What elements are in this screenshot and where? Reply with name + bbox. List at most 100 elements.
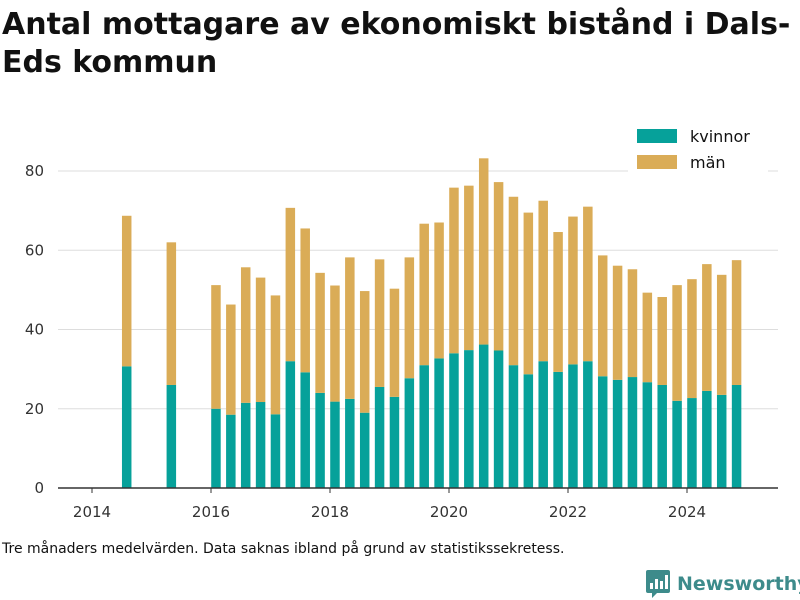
- bar-man: [255, 277, 266, 403]
- bar-man: [330, 285, 340, 402]
- bar-kvinnor: [568, 364, 578, 488]
- bar-kvinnor: [300, 372, 310, 488]
- bar-man: [419, 223, 429, 366]
- bar-man: [731, 260, 742, 385]
- bar-man: [166, 242, 177, 385]
- bar-kvinnor: [731, 384, 742, 488]
- bar-kvinnor: [211, 408, 221, 488]
- bar-man: [389, 288, 400, 397]
- bar-kvinnor: [240, 402, 251, 488]
- bar-man: [568, 216, 578, 365]
- bar-kvinnor: [345, 398, 355, 488]
- bar-kvinnor: [508, 365, 519, 488]
- bar-man: [538, 200, 548, 362]
- bar-man: [716, 274, 727, 395]
- bar-kvinnor: [553, 371, 563, 488]
- bar-kvinnor: [315, 392, 325, 488]
- bar-man: [211, 285, 221, 409]
- legend-swatch: [637, 129, 677, 143]
- bar-kvinnor: [627, 377, 638, 488]
- bar-man: [523, 212, 534, 375]
- x-tick-label: 2022: [549, 503, 587, 521]
- bar-man: [449, 187, 459, 354]
- bar-kvinnor: [687, 398, 697, 488]
- bar-kvinnor: [716, 394, 727, 488]
- bar-kvinnor: [612, 379, 623, 488]
- bar-man: [374, 259, 385, 387]
- bar-man: [508, 196, 519, 366]
- bar-kvinnor: [166, 384, 177, 488]
- bar-man: [226, 304, 236, 415]
- bar-man: [478, 158, 489, 345]
- legend-label: kvinnor: [690, 127, 750, 146]
- bar-kvinnor: [374, 386, 385, 488]
- bar-kvinnor: [642, 382, 653, 488]
- bar-kvinnor: [597, 376, 608, 488]
- bar-man: [493, 182, 504, 351]
- bar-man: [464, 185, 474, 351]
- bar-kvinnor: [404, 378, 415, 488]
- bar-kvinnor: [121, 366, 132, 488]
- y-tick-label: 0: [34, 479, 44, 497]
- bar-man: [121, 215, 132, 367]
- bar-kvinnor: [419, 365, 429, 488]
- chart-title: Antal mottagare av ekonomiskt bistånd i …: [2, 7, 791, 80]
- brand-logo: Newsworthy: [645, 568, 800, 600]
- bar-man: [672, 285, 682, 401]
- bar-kvinnor: [672, 400, 682, 488]
- bar-kvinnor: [449, 353, 459, 488]
- bar-kvinnor: [583, 361, 593, 488]
- bar-kvinnor: [270, 414, 281, 488]
- bar-man: [583, 206, 593, 362]
- bar-kvinnor: [538, 361, 548, 488]
- bar-man: [270, 295, 281, 415]
- legend-label: män: [690, 153, 726, 172]
- bar-man: [345, 257, 355, 399]
- bar-man: [642, 292, 653, 383]
- bar-chart: 0 20 40 60 80 2014 2016 2018 2020 2022 2024 kvinn…: [24, 124, 778, 521]
- footnote: Tre månaders medelvärden. Data saknas ib…: [2, 541, 565, 557]
- bar-man: [687, 279, 697, 399]
- x-tick-label: 2016: [192, 503, 230, 521]
- bar-kvinnor: [434, 358, 444, 488]
- x-tick-label: 2024: [668, 503, 706, 521]
- x-tick-label: 2014: [73, 503, 111, 521]
- bar-man: [553, 232, 563, 372]
- bar-kvinnor: [285, 361, 296, 488]
- y-tick-label: 60: [25, 241, 44, 259]
- y-axis-tick-labels: 0 20 40 60 80: [25, 162, 44, 497]
- bar-man: [627, 269, 638, 378]
- bar-man: [315, 272, 325, 393]
- bar-man: [285, 207, 296, 362]
- x-tick-label: 2018: [311, 503, 349, 521]
- bar-man: [702, 264, 712, 391]
- bar-kvinnor: [389, 396, 400, 488]
- legend-swatch: [637, 155, 677, 169]
- bar-kvinnor: [330, 401, 340, 488]
- bars: [121, 158, 742, 488]
- x-tick-label: 2020: [430, 503, 468, 521]
- bar-kvinnor: [493, 350, 504, 488]
- bar-man: [612, 265, 623, 380]
- bar-man: [240, 267, 251, 403]
- bar-kvinnor: [478, 344, 489, 488]
- newsworthy-logo-icon: [646, 570, 670, 598]
- bar-man: [597, 255, 608, 377]
- x-axis-ticks: 2014 2016 2018 2020 2022 2024: [73, 488, 706, 521]
- y-tick-label: 40: [25, 321, 44, 339]
- bar-kvinnor: [255, 402, 266, 488]
- brand-name: Newsworthy: [677, 573, 800, 595]
- legend: kvinnor män: [628, 124, 768, 172]
- bar-kvinnor: [702, 390, 712, 488]
- bar-man: [359, 291, 370, 413]
- bar-kvinnor: [226, 414, 236, 488]
- grid-lines: [58, 170, 778, 410]
- bar-man: [300, 228, 310, 373]
- y-tick-label: 20: [25, 400, 44, 418]
- bar-kvinnor: [359, 412, 370, 488]
- bar-kvinnor: [523, 374, 534, 488]
- bar-man: [404, 257, 415, 379]
- y-tick-label: 80: [25, 162, 44, 180]
- bar-kvinnor: [464, 350, 474, 488]
- bar-man: [434, 222, 444, 359]
